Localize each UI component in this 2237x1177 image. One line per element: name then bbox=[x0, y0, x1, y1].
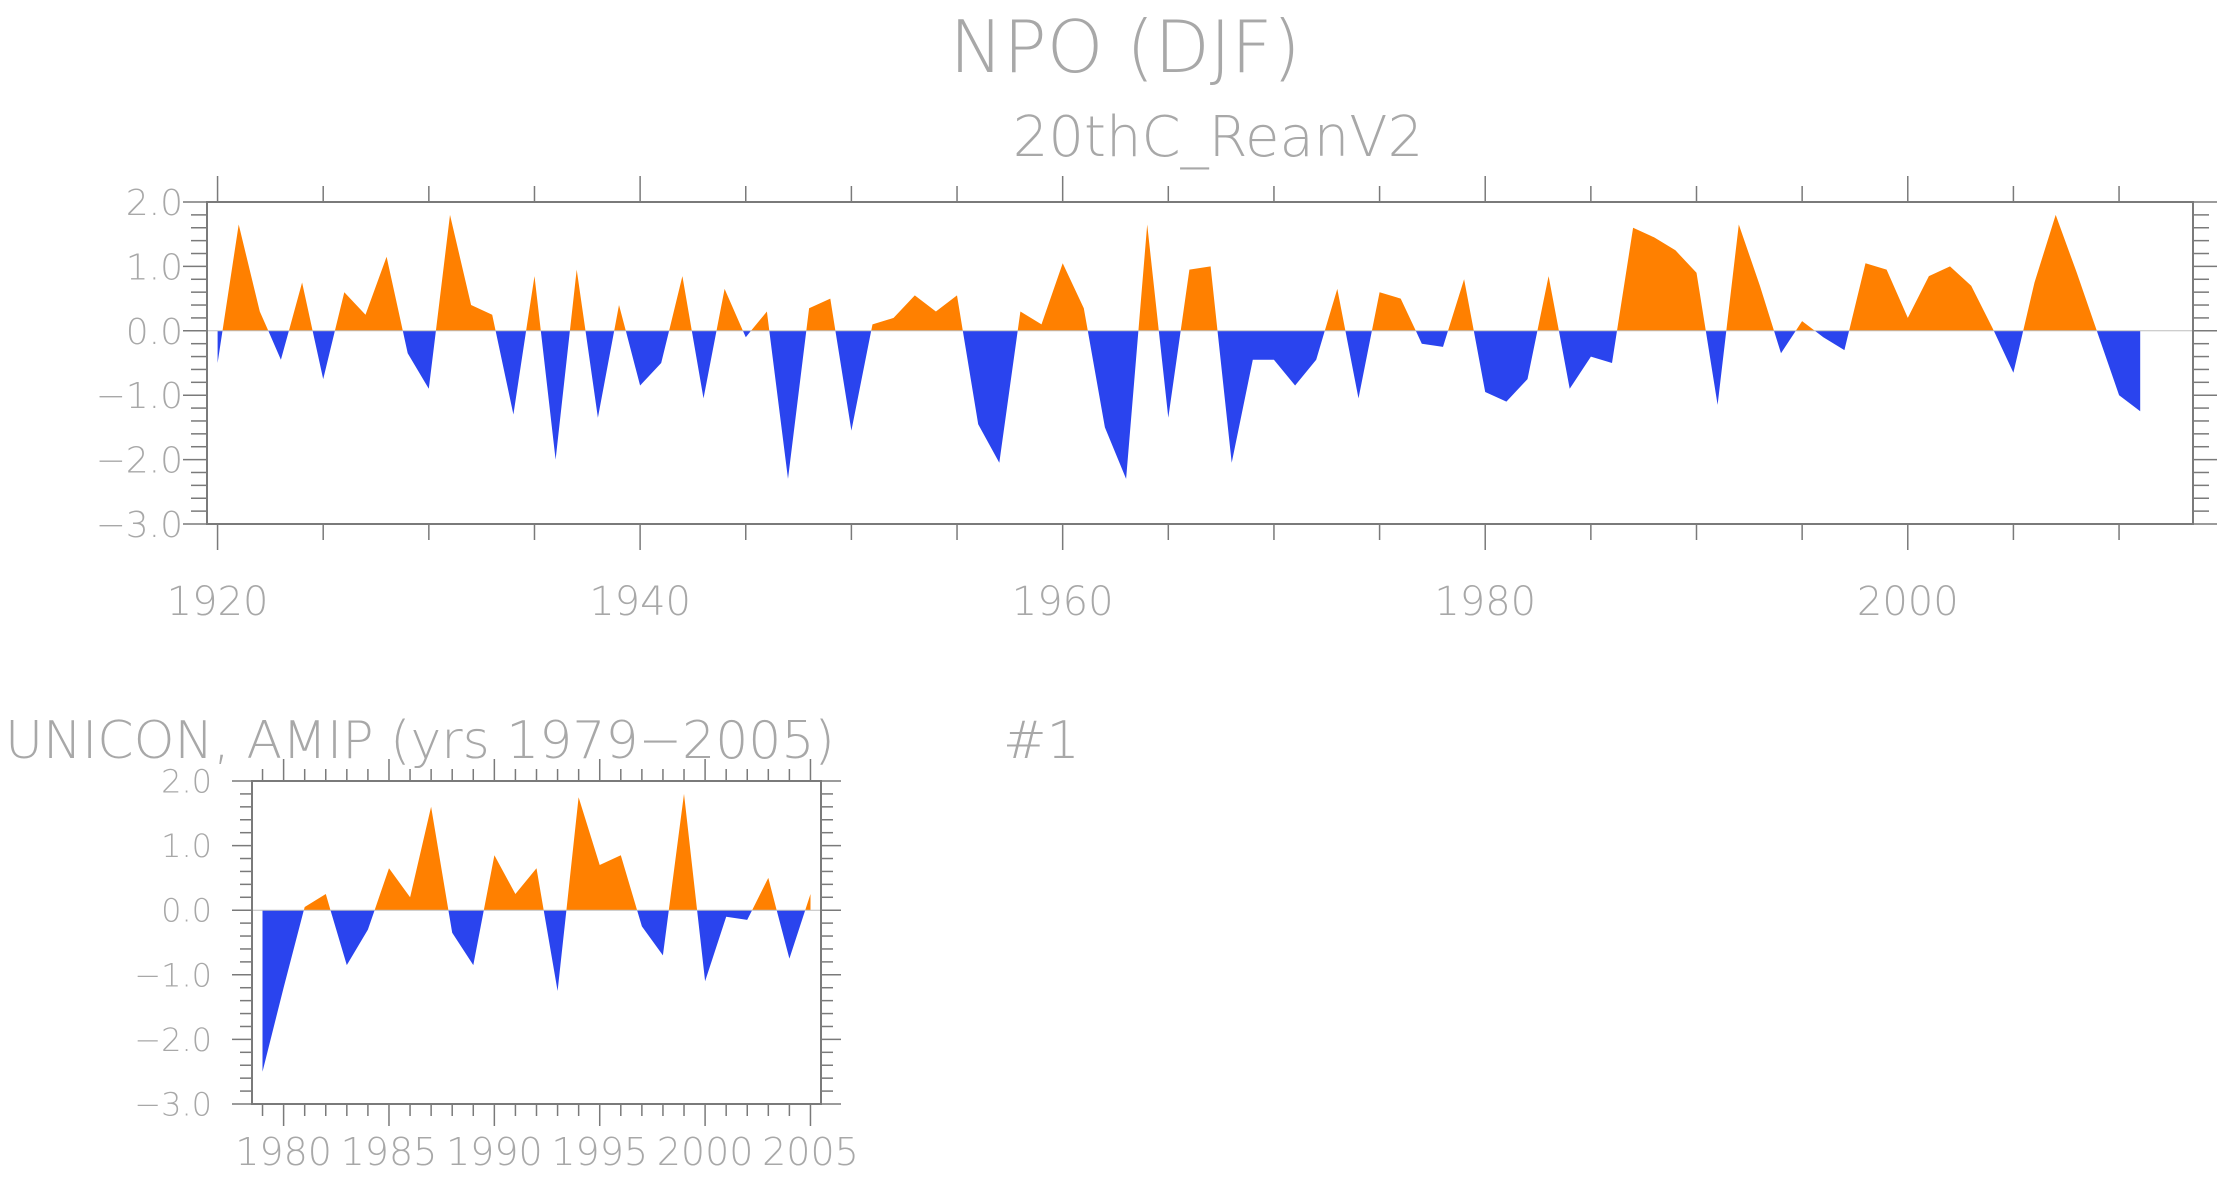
x-tick-label: 1960 bbox=[1012, 579, 1114, 625]
panel-annotation: #1 bbox=[1003, 711, 1080, 771]
x-tick-label: 2000 bbox=[657, 1130, 754, 1174]
y-tick-label: 0.0 bbox=[161, 892, 212, 930]
x-tick-label: 1980 bbox=[235, 1130, 332, 1174]
x-tick-label: 1990 bbox=[446, 1130, 543, 1174]
x-tick-label: 2000 bbox=[1857, 579, 1959, 625]
panel-title: UNICON, AMIP (yrs 1979−2005) bbox=[5, 711, 835, 771]
y-tick-label: 1.0 bbox=[126, 247, 183, 288]
y-tick-label: −2.0 bbox=[96, 441, 183, 482]
positive-area bbox=[262, 793, 811, 911]
y-tick-label: 2.0 bbox=[126, 183, 183, 224]
y-tick-label: −2.0 bbox=[134, 1021, 212, 1059]
x-tick-label: 2005 bbox=[762, 1130, 859, 1174]
x-tick-label: 1940 bbox=[589, 579, 691, 625]
x-tick-label: 1985 bbox=[341, 1130, 438, 1174]
figure-title: NPO (DJF) bbox=[949, 5, 1300, 89]
negative-area bbox=[262, 910, 811, 1072]
positive-area bbox=[217, 214, 2141, 331]
y-tick-label: −1.0 bbox=[96, 376, 183, 417]
amip-panel: UNICON, AMIP (yrs 1979−2005) #1 2.0 1.0 0.… bbox=[5, 711, 1080, 1174]
y-tick-label: −3.0 bbox=[96, 505, 183, 546]
y-tick-label: −1.0 bbox=[134, 956, 212, 994]
y-tick-label: −3.0 bbox=[134, 1086, 212, 1124]
y-tick-label: 2.0 bbox=[161, 763, 212, 801]
x-tick-label: 1995 bbox=[551, 1130, 648, 1174]
plot-frame bbox=[206, 201, 2194, 525]
reanalysis-panel: 20thC_ReanV2 2.0 1.0 0.0 −1.0 −2.0 −3.0 1920 19… bbox=[96, 105, 2217, 625]
panel-title: 20thC_ReanV2 bbox=[1013, 105, 1423, 170]
y-tick-label: 0.0 bbox=[126, 312, 183, 353]
x-tick-label: 1980 bbox=[1434, 579, 1536, 625]
negative-area bbox=[217, 330, 2141, 479]
y-tick-label: 1.0 bbox=[161, 827, 212, 865]
plot-frame bbox=[251, 780, 822, 1105]
x-tick-label: 1920 bbox=[167, 579, 269, 625]
